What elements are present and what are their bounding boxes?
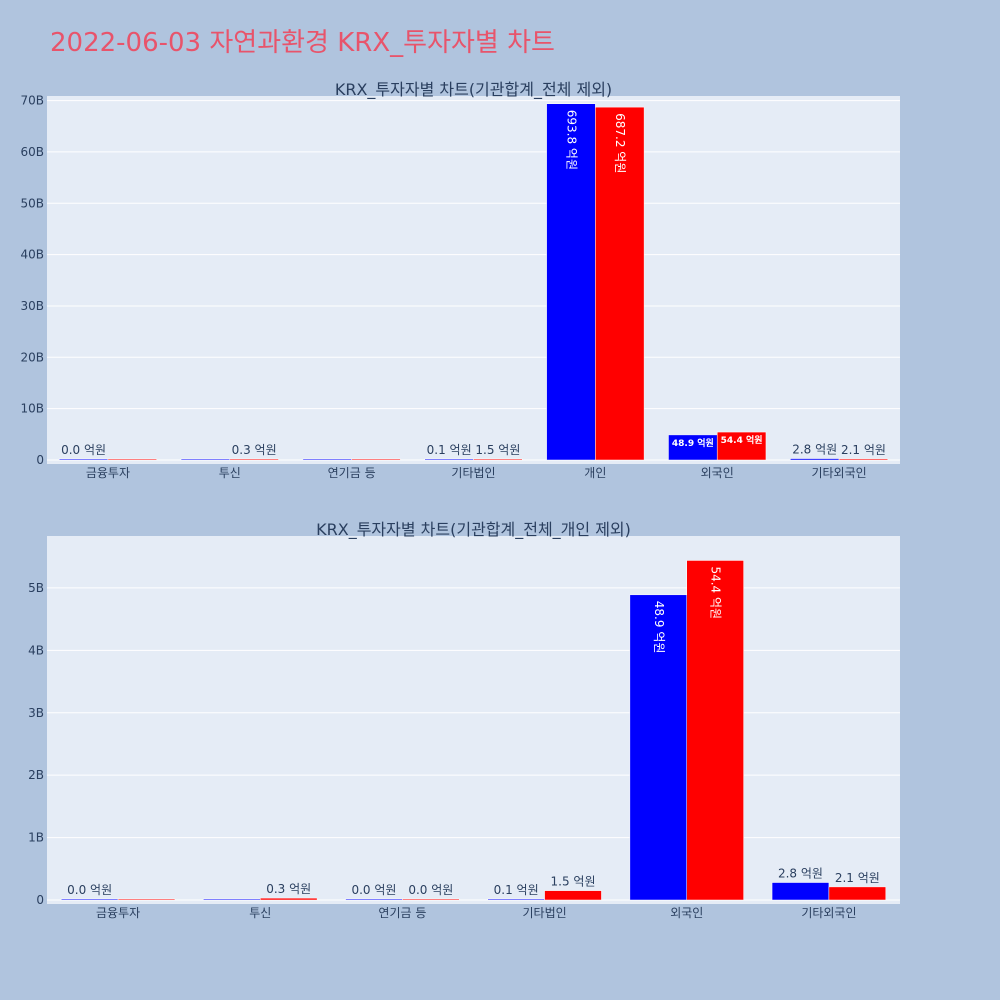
data-label: 48.9 억원: [652, 601, 666, 654]
plot-area: [47, 536, 900, 904]
x-tick-label: 외국인: [701, 466, 734, 480]
data-label: 2.1 억원: [841, 443, 886, 457]
bar: [117, 898, 176, 901]
data-label: 0.1 억원: [494, 883, 539, 897]
y-tick-label: 60B: [20, 145, 44, 159]
x-tick-label: 투신: [219, 466, 241, 480]
bar: [771, 882, 830, 901]
x-tick-label: 기타법인: [451, 466, 495, 480]
data-label: 687.2 억원: [613, 113, 627, 173]
bar: [686, 560, 744, 901]
y-tick-label: 20B: [20, 350, 44, 364]
data-label: 0.0 억원: [61, 443, 106, 457]
data-label: 0.3 억원: [232, 443, 277, 457]
x-tick-label: 기타외국인: [811, 466, 866, 480]
x-tick-label: 연기금 등: [378, 906, 426, 920]
page-title: 2022-06-03 자연과환경 KRX_투자자별 차트: [50, 28, 555, 58]
data-label: 0.3 억원: [266, 882, 311, 896]
y-tick-label: 10B: [20, 402, 44, 416]
y-tick-label: 0: [36, 453, 44, 467]
data-label: 1.5 억원: [551, 875, 596, 889]
data-label: 693.8 억원: [564, 110, 578, 170]
data-label: 2.1 억원: [835, 871, 880, 885]
y-tick-label: 0: [36, 893, 44, 907]
data-label: 2.8 억원: [778, 867, 823, 881]
y-tick-label: 5B: [28, 581, 44, 595]
bar: [629, 594, 688, 901]
y-tick-label: 1B: [28, 831, 44, 845]
bar: [203, 898, 261, 901]
bar: [595, 106, 645, 461]
bar: [60, 898, 119, 901]
data-label: 54.4 억원: [721, 434, 763, 446]
data-label: 48.9 억원: [672, 437, 714, 449]
x-tick-label: 외국인: [670, 906, 703, 920]
bar: [546, 103, 596, 461]
bar: [716, 431, 767, 461]
chart-title: KRX_투자자별 차트(기관합계_전체_개인 제외): [316, 520, 631, 540]
x-tick-label: 기타외국인: [801, 906, 856, 920]
y-tick-label: 70B: [20, 94, 44, 108]
y-tick-label: 2B: [28, 768, 44, 782]
bar: [402, 898, 460, 901]
data-label: 0.0 억원: [67, 883, 112, 897]
data-label: 0.1 억원: [427, 443, 472, 457]
bar: [668, 434, 718, 461]
x-tick-label: 금융투자: [86, 466, 130, 480]
chart-title: KRX_투자자별 차트(기관합계_전체 제외): [335, 80, 612, 100]
bar: [544, 890, 602, 901]
plot-area: [47, 96, 900, 464]
y-tick-label: 4B: [28, 643, 44, 657]
data-label: 2.8 억원: [792, 443, 837, 457]
y-tick-label: 40B: [20, 248, 44, 262]
x-tick-label: 기타법인: [522, 906, 566, 920]
y-tick-label: 3B: [28, 706, 44, 720]
data-label: 1.5 억원: [475, 443, 520, 457]
x-tick-label: 금융투자: [96, 906, 140, 920]
bar: [828, 886, 887, 901]
x-tick-label: 연기금 등: [328, 466, 376, 480]
y-tick-label: 50B: [20, 196, 44, 210]
bar: [107, 458, 157, 461]
bar: [487, 898, 545, 901]
bar: [838, 458, 889, 461]
bar: [473, 458, 523, 461]
bar: [229, 458, 279, 461]
y-tick-label: 30B: [20, 299, 44, 313]
data-label: 0.0 억원: [351, 883, 396, 897]
bar: [260, 897, 318, 901]
bar: [351, 458, 401, 461]
x-tick-label: 투신: [249, 906, 271, 920]
x-tick-label: 개인: [584, 466, 606, 480]
bar: [345, 898, 403, 901]
data-label: 0.0 억원: [408, 883, 453, 897]
data-label: 54.4 억원: [709, 566, 723, 619]
investor-chart-all: 0 10B 20B 30B 40B 50B 60B 70B KRX_투자자별 차트(기관합계_전…: [20, 80, 900, 480]
